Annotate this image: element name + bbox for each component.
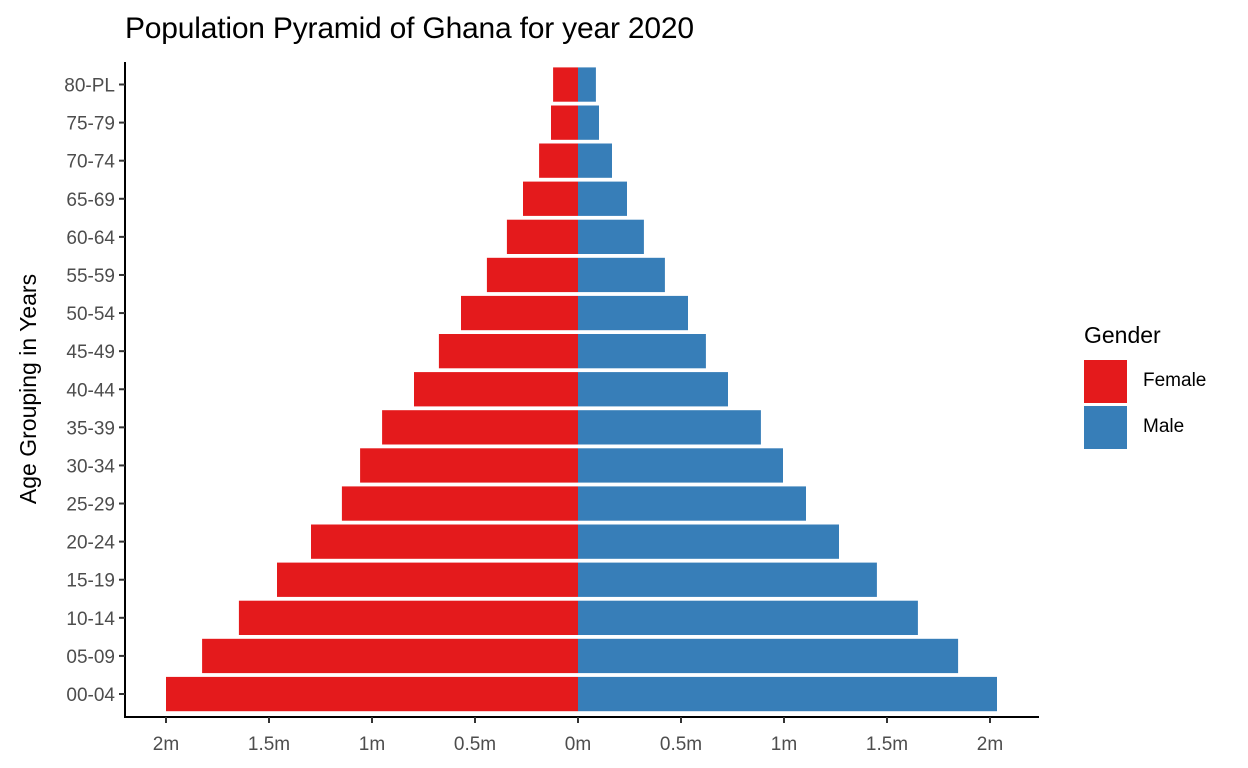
bar-male-10-14 [578,600,918,635]
y-tick-label-55-59: 55-59 [66,266,115,287]
bar-female-45-49 [438,334,578,369]
bar-female-50-54 [461,295,578,331]
legend-key-male [1084,405,1127,449]
bar-male-50-54 [578,295,688,331]
bar-female-25-29 [341,486,578,521]
legend-item-male: Male [1084,404,1206,450]
bar-female-05-09 [202,638,578,674]
legend: Gender Female Male [1084,322,1206,450]
bar-female-65-69 [523,181,578,216]
legend-label-female: Female [1143,370,1207,391]
bar-male-65-69 [578,181,627,216]
y-tick-label-70-74: 70-74 [66,152,115,173]
x-tick-label-7: 1.5m [866,734,908,755]
bar-female-10-14 [238,600,578,635]
x-tick-label-0: 2m [153,734,179,755]
x-tick-label-6: 1m [771,734,797,755]
y-tick-label-30-34: 30-34 [66,456,115,477]
y-tick-label-40-44: 40-44 [66,380,115,401]
y-tick-label-35-39: 35-39 [66,418,115,439]
x-tick-label-2: 1m [359,734,385,755]
bar-female-80-PL [553,67,578,102]
legend-label-male: Male [1143,416,1185,437]
y-tick-label-80-PL: 80-PL [64,76,115,97]
bar-male-80-PL [578,67,596,102]
legend-key-female [1084,359,1127,403]
bar-female-55-59 [486,257,578,293]
bar-female-60-64 [506,219,578,254]
x-tick-label-5: 0.5m [660,734,702,755]
y-tick-label-10-14: 10-14 [66,609,115,630]
bar-male-60-64 [578,219,644,254]
bar-male-35-39 [578,410,761,445]
bar-male-25-29 [578,486,806,521]
y-tick-label-60-64: 60-64 [66,228,115,249]
bar-male-15-19 [578,562,877,597]
legend-title: Gender [1084,322,1161,348]
bar-male-30-34 [578,448,783,483]
bars-layer [166,67,997,712]
bar-male-45-49 [578,334,706,369]
chart-title: Population Pyramid of Ghana for year 202… [125,12,694,45]
y-tick-label-15-19: 15-19 [66,571,115,592]
x-tick-label-3: 0.5m [454,734,496,755]
bar-female-20-24 [311,524,578,559]
bar-female-40-44 [414,372,578,407]
bar-female-00-04 [166,676,578,712]
bar-female-70-74 [539,143,578,178]
x-tick-label-1: 1.5m [248,734,290,755]
x-tick-label-4: 0m [565,734,591,755]
y-tick-label-25-29: 25-29 [66,495,115,516]
axes-layer: 00-04 05-09 10-14 15-19 20-24 25-29 30-34 35-39… [64,62,1039,755]
y-tick-label-20-24: 20-24 [66,533,115,554]
y-tick-label-50-54: 50-54 [66,304,115,325]
y-tick-label-75-79: 75-79 [66,114,115,135]
y-tick-label-65-69: 65-69 [66,190,115,211]
bar-male-40-44 [578,372,728,407]
x-tick-label-8: 2m [977,734,1003,755]
bar-male-70-74 [578,143,612,178]
y-tick-label-05-09: 05-09 [66,647,115,668]
bar-male-55-59 [578,257,665,293]
bar-male-05-09 [578,638,959,674]
y-tick-label-45-49: 45-49 [66,342,115,363]
legend-item-female: Female [1084,358,1206,404]
bar-male-00-04 [578,676,997,712]
bar-female-75-79 [551,105,578,140]
bar-male-75-79 [578,105,599,140]
y-axis-title: Age Grouping in Years [15,274,41,504]
y-tick-label-00-04: 00-04 [66,685,115,706]
bar-male-20-24 [578,524,839,559]
bar-female-30-34 [360,448,578,483]
bar-female-35-39 [382,410,578,445]
bar-female-15-19 [277,562,578,597]
